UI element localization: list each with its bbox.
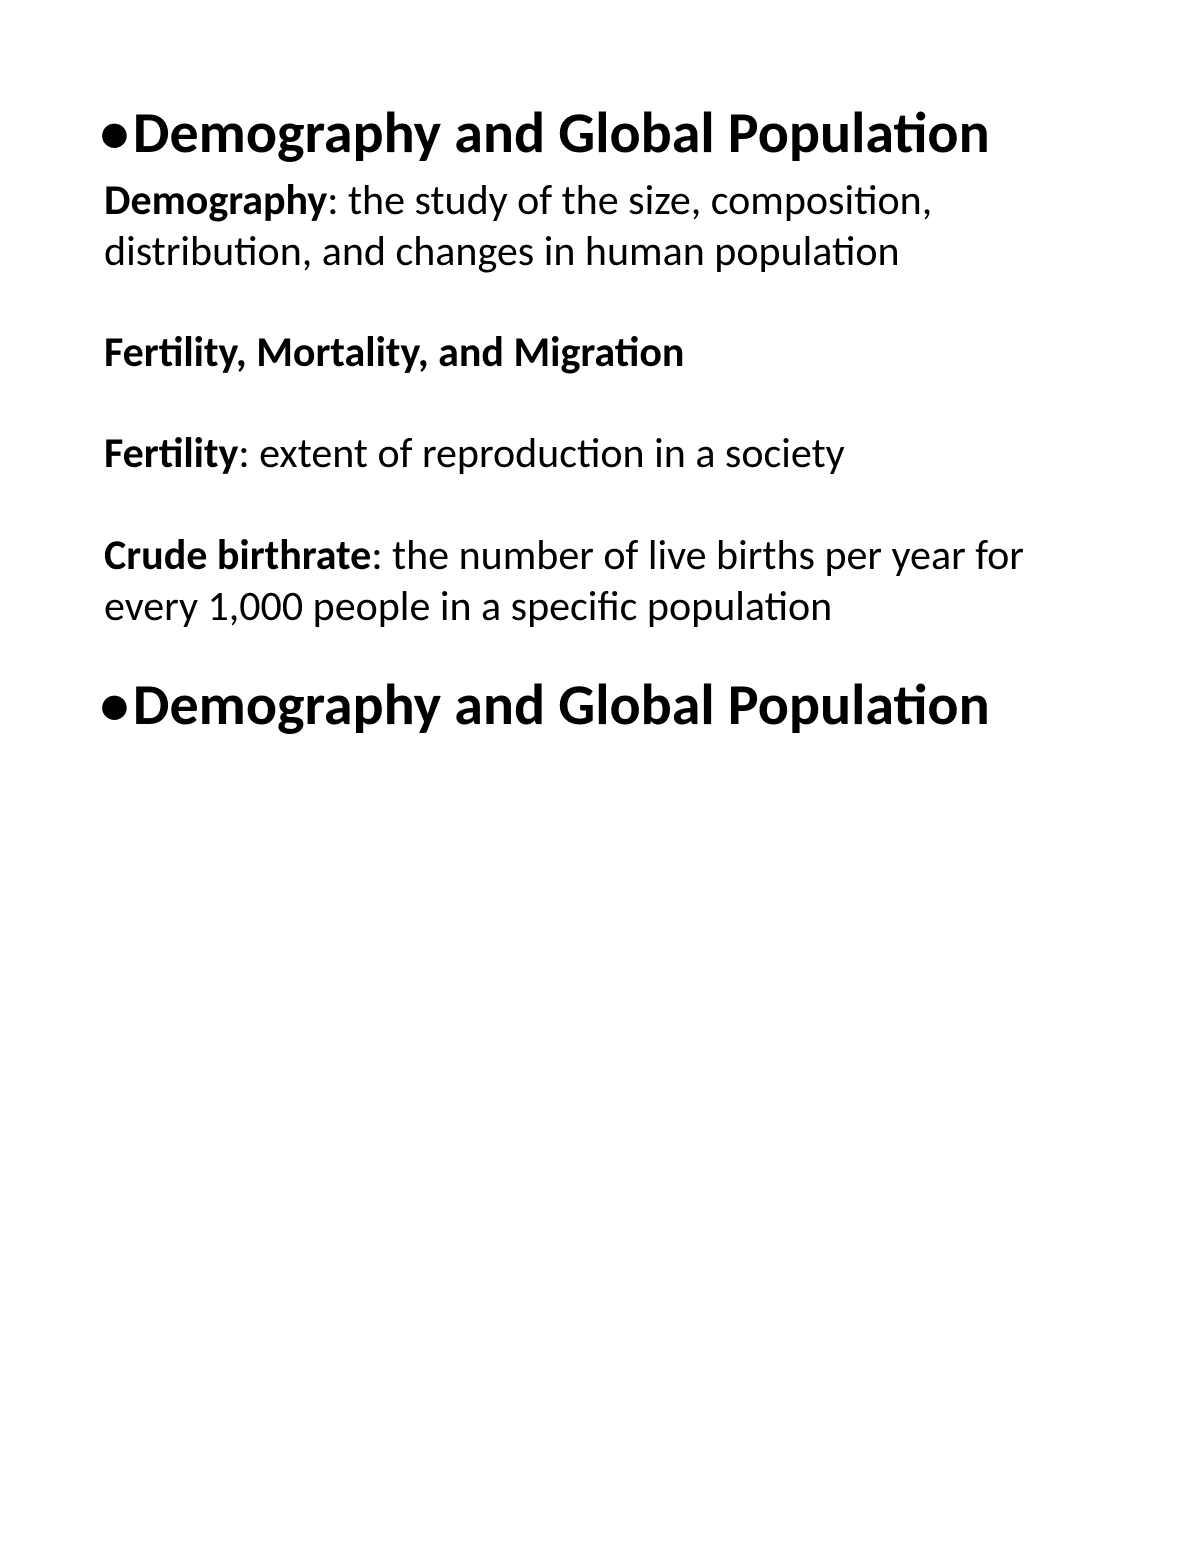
term-fertility: Fertility (104, 428, 238, 479)
definition-fertility: : extent of reproduction in a society (238, 428, 844, 479)
heading-2: • Demography and Global Population (100, 672, 1080, 739)
paragraph-crude-birthrate: Crude birthrate: the number of live birt… (104, 530, 1080, 632)
spacer (100, 277, 1080, 327)
heading-1-text: Demography and Global Population (133, 100, 990, 167)
heading-2-text: Demography and Global Population (133, 672, 990, 739)
term-crude-birthrate: Crude birthrate (104, 530, 371, 581)
paragraph-demography: Demography: the study of the size, compo… (104, 175, 1080, 277)
spacer (100, 378, 1080, 428)
spacer (100, 632, 1080, 672)
subheading-fertility-mortality-migration: Fertility, Mortality, and Migration (104, 327, 1080, 378)
spacer (100, 480, 1080, 530)
paragraph-fertility: Fertility: extent of reproduction in a s… (104, 428, 1080, 479)
bullet-icon: • (100, 672, 129, 739)
bullet-icon: • (100, 100, 129, 167)
term-demography: Demography (104, 175, 327, 226)
heading-1: • Demography and Global Population (100, 100, 1080, 167)
subheading-text: Fertility, Mortality, and Migration (104, 327, 684, 378)
